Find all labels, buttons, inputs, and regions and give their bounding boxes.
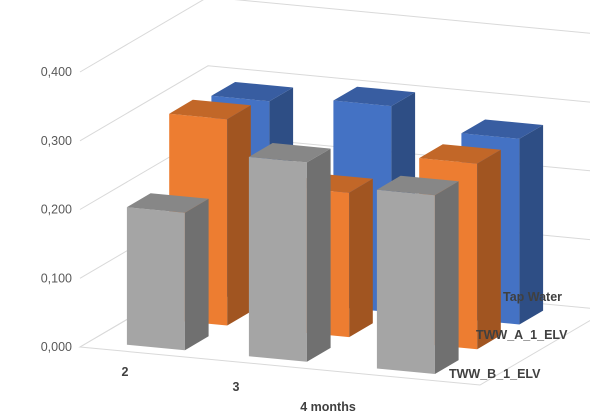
bar-side-face <box>306 148 331 362</box>
y-axis-tick-labels: 0,000 0,100 0,200 0,300 0,400 <box>41 65 72 354</box>
y-tick-label: 0,000 <box>41 340 72 354</box>
bar-front-face <box>126 207 185 351</box>
series-axis-label: Tap Water <box>503 290 562 304</box>
bar-side-face <box>227 105 251 326</box>
bars <box>126 82 544 374</box>
bar-front-face <box>248 156 307 362</box>
category-label: 3 <box>233 380 240 394</box>
bar-side-face <box>434 181 459 374</box>
bar-tww-b-1-elv-4-months <box>376 175 459 374</box>
bar-top-face <box>461 119 544 139</box>
category-axis-labels: 2 3 4 months <box>122 365 356 414</box>
bar-top-face <box>126 193 209 213</box>
bar-front-face <box>376 189 435 374</box>
series-axis-label: TWW_A_1_ELV <box>476 328 568 342</box>
bar-top-face <box>333 86 416 107</box>
y-tick-label: 0,400 <box>41 65 72 79</box>
bar-side-face <box>184 198 209 351</box>
gridline-4 <box>79 0 590 73</box>
bar-side-face <box>519 125 544 325</box>
y-tick-label: 0,300 <box>41 134 72 148</box>
bar-top-face <box>248 143 331 163</box>
bar-top-face <box>376 175 459 196</box>
series-axis-label: TWW_B_1_ELV <box>449 367 541 381</box>
y-tick-label: 0,200 <box>41 203 72 217</box>
bar-tww-b-1-elv-2 <box>126 193 209 351</box>
y-tick-label: 0,100 <box>41 271 72 285</box>
bar-top-face <box>211 82 294 102</box>
bar-side-face <box>477 149 501 350</box>
series-axis-labels: Tap Water TWW_A_1_ELV TWW_B_1_ELV <box>449 290 568 381</box>
bar-top-face <box>419 144 501 164</box>
bar-side-face <box>349 178 373 338</box>
gridline-3 <box>79 65 590 142</box>
category-label: 2 <box>122 365 129 379</box>
bar-tww-b-1-elv-3 <box>248 143 331 362</box>
bar-top-face <box>169 99 251 120</box>
category-label: 4 months <box>300 400 356 414</box>
